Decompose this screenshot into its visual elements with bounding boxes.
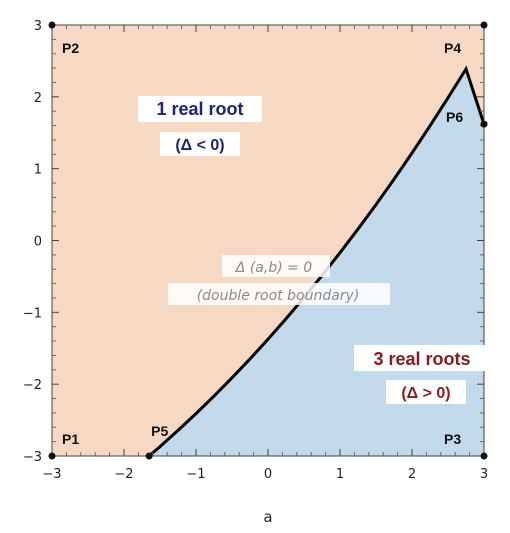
y-tick-label: 0 <box>34 235 42 250</box>
x-tick-label: −2 <box>114 467 133 482</box>
one-root-condition: (Δ < 0) <box>175 137 224 154</box>
one-root-label-bg <box>138 96 262 122</box>
point-label-p6: P6 <box>446 109 463 125</box>
boundary-sublabel: (double root boundary) <box>197 288 360 304</box>
y-tick-label: 2 <box>34 91 42 106</box>
y-tick-label: −2 <box>23 378 42 393</box>
x-tick-label: 2 <box>408 467 416 482</box>
axis-layer: −3−3 −2 −2 −1 −1 0 0 1 1 2 2 3 3 b <box>0 19 488 482</box>
point-layer: P1 P2 P3 P4 P5 P6 <box>48 21 488 460</box>
boundary-label-bg <box>222 255 330 277</box>
x-axis-label: a <box>263 508 272 526</box>
point-label-p2: P2 <box>62 40 79 56</box>
y-tick-label: −1 <box>23 306 42 321</box>
boundary-label: Δ (a,b) = 0 <box>235 260 312 276</box>
point-p5 <box>145 452 153 460</box>
one-root-title: 1 real root <box>156 99 243 119</box>
x-tick-label: −1 <box>186 467 205 482</box>
y-tick-label: 1 <box>34 163 42 178</box>
point-p1 <box>48 452 56 460</box>
point-p6 <box>480 120 488 128</box>
x-tick-label: 3 <box>480 467 488 482</box>
one-root-condition-bg <box>160 132 240 156</box>
x-tick-label: 1 <box>336 467 344 482</box>
boundary-sublabel-bg <box>168 283 390 305</box>
point-label-p1: P1 <box>62 431 79 447</box>
three-roots-label-bg <box>354 345 490 371</box>
point-label-p5: P5 <box>151 423 168 439</box>
point-p4 <box>480 21 488 29</box>
y-tick-label: 3 <box>34 19 42 34</box>
point-label-p3: P3 <box>444 431 461 447</box>
three-roots-condition: (Δ > 0) <box>401 385 450 402</box>
x-tick-label: 0 <box>264 467 272 482</box>
three-roots-condition-bg <box>386 380 466 404</box>
y-tick-label: −3 <box>23 450 42 465</box>
point-label-p4: P4 <box>444 40 461 56</box>
y-axis-label: b <box>0 239 4 249</box>
x-tick-label: −3 <box>42 467 61 482</box>
three-roots-title: 3 real roots <box>373 349 470 369</box>
point-p2 <box>48 21 56 29</box>
point-p3 <box>480 452 488 460</box>
